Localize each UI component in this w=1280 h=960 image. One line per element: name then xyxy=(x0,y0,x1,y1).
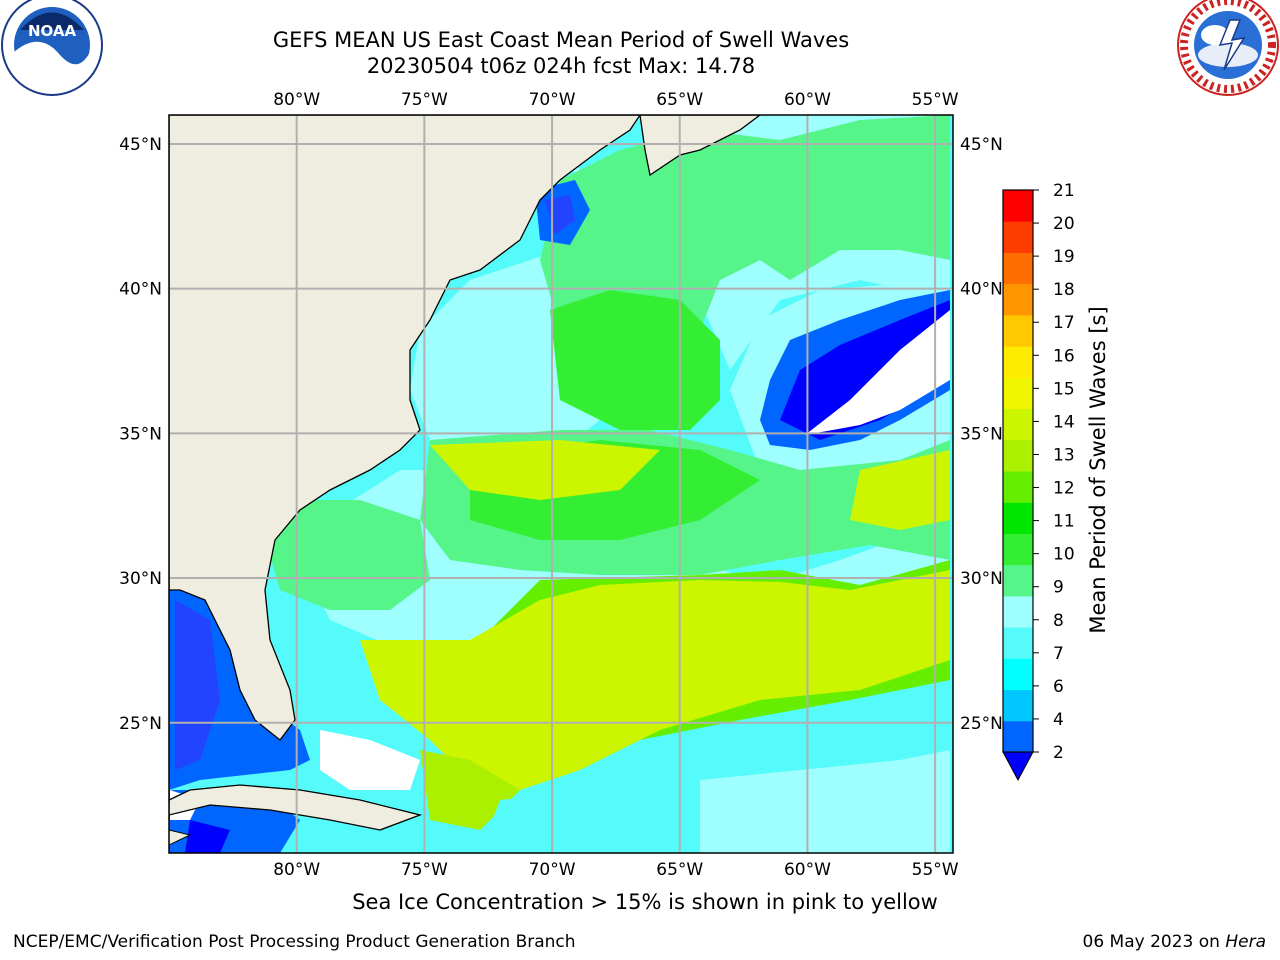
colorbar-swatch xyxy=(1003,627,1033,659)
lon-label-bottom: 55°W xyxy=(912,860,959,880)
noaa-logo-icon: NOAA xyxy=(1,0,103,96)
lat-label-left: 45°N xyxy=(119,135,162,155)
colorbar-swatch xyxy=(1003,439,1033,472)
colorbar-frame xyxy=(1002,189,1034,753)
colorbar-swatch xyxy=(1003,595,1033,628)
colorbar-tick-label: 12 xyxy=(1053,479,1075,499)
land-north-america xyxy=(169,115,641,741)
colorbar-tick-label: 4 xyxy=(1053,710,1064,730)
colorbar-tick-label: 20 xyxy=(1053,214,1075,234)
colorbar-tick-label: 19 xyxy=(1053,247,1075,267)
colorbar-swatch xyxy=(1003,533,1033,566)
lon-label-bottom: 70°W xyxy=(529,860,576,880)
colorbar-tick-label: 11 xyxy=(1053,512,1075,532)
colorbar-under-arrow xyxy=(1002,751,1034,782)
colorbar-swatch xyxy=(1003,346,1033,378)
lat-label-left: 25°N xyxy=(119,714,162,734)
colorbar-swatch xyxy=(1003,314,1033,347)
map-subtitle: 20230504 t06z 024h fcst Max: 14.78 xyxy=(366,54,756,78)
noaa-logo-text: NOAA xyxy=(28,22,77,40)
colorbar-tick-label: 10 xyxy=(1053,545,1075,565)
plot-area xyxy=(169,115,953,853)
lat-label-right: 30°N xyxy=(960,569,1003,589)
plot-frame xyxy=(168,114,954,854)
map-title: GEFS MEAN US East Coast Mean Period of S… xyxy=(272,28,850,52)
lat-label-left: 35°N xyxy=(119,424,162,444)
footer-machine: Hera xyxy=(1225,932,1266,952)
lon-label-top: 60°W xyxy=(784,90,831,110)
lon-label-bottom: 75°W xyxy=(401,860,448,880)
colorbar-swatch xyxy=(1003,283,1033,316)
colorbar-swatch xyxy=(1003,720,1033,753)
colorbar-tick-label: 7 xyxy=(1053,644,1064,664)
lon-label-top: 80°W xyxy=(273,90,320,110)
colorbar-swatch xyxy=(1003,190,1033,222)
footer-branch: NCEP/EMC/Verification Post Processing Pr… xyxy=(13,932,576,952)
colorbar-swatch xyxy=(1003,221,1033,253)
map-gridlines xyxy=(169,115,953,853)
colorbar-swatch xyxy=(1003,658,1033,691)
lon-label-bottom: 80°W xyxy=(273,860,320,880)
lon-label-top: 75°W xyxy=(401,90,448,110)
axis-ticks: 80°W 80°W 75°W 75°W 70°W 70°W 65°W 65°W 60°W 60°W… xyxy=(119,90,1003,880)
colorbar-swatch xyxy=(1003,377,1033,410)
colorbar-tick-label: 9 xyxy=(1053,578,1064,598)
colorbar-tick-label: 14 xyxy=(1053,412,1075,432)
colorbar-swatch xyxy=(1003,564,1033,597)
colorbar-tick-label: 15 xyxy=(1053,379,1075,399)
sea-ice-note: Sea Ice Concentration > 15% is shown in … xyxy=(352,890,938,914)
lat-label-left: 30°N xyxy=(119,569,162,589)
colorbar-tick-label: 16 xyxy=(1053,346,1075,366)
colorbar-swatch xyxy=(1003,471,1033,503)
lon-label-top: 65°W xyxy=(656,90,703,110)
lon-label-bottom: 65°W xyxy=(656,860,703,880)
lon-label-top: 55°W xyxy=(912,90,959,110)
colorbar-tick-label: 6 xyxy=(1053,677,1064,697)
colorbar-tick-label: 8 xyxy=(1053,611,1064,631)
colorbar-tick-label: 17 xyxy=(1053,313,1075,333)
colorbar-title: Mean Period of Swell Waves [s] xyxy=(1086,306,1110,634)
nws-logo-icon xyxy=(1177,0,1279,96)
colorbar-swatch xyxy=(1003,689,1033,722)
colorbar-swatch xyxy=(1003,502,1033,534)
lat-label-right: 35°N xyxy=(960,424,1003,444)
colorbar-tick-label: 18 xyxy=(1053,280,1075,300)
lat-label-right: 25°N xyxy=(960,714,1003,734)
colorbar-tick-label: 2 xyxy=(1053,743,1064,763)
colorbar: 2 4 6 7 8 9 10 11 12 13 14 15 16 17 18 19 20 21 xyxy=(1002,181,1075,782)
lat-label-right: 40°N xyxy=(960,280,1003,300)
colorbar-swatch xyxy=(1003,252,1033,285)
land-cuba xyxy=(169,784,423,831)
lon-label-top: 70°W xyxy=(529,90,576,110)
colorbar-tick-label: 13 xyxy=(1053,445,1075,465)
lat-label-left: 40°N xyxy=(119,280,162,300)
footer-date: 06 May 2023 on Hera xyxy=(1082,932,1267,952)
colorbar-swatch xyxy=(1003,408,1033,441)
lat-label-right: 45°N xyxy=(960,135,1003,155)
lon-label-bottom: 60°W xyxy=(784,860,831,880)
colorbar-tick-label: 21 xyxy=(1053,181,1075,201)
